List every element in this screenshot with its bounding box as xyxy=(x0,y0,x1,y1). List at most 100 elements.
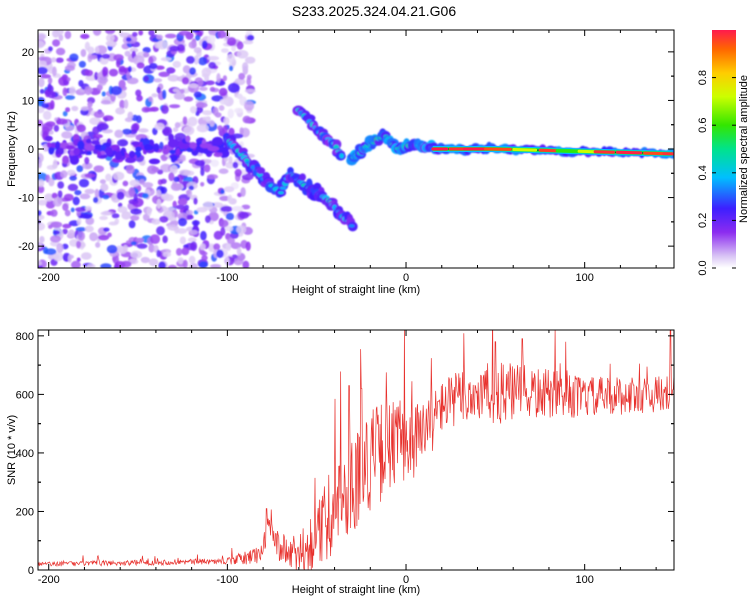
carrier-core-segment xyxy=(555,149,580,153)
noise-blob xyxy=(234,168,242,177)
noise-blob xyxy=(101,53,111,59)
noise-blob xyxy=(117,206,128,214)
noise-blob xyxy=(80,106,89,111)
noise-blob xyxy=(205,215,211,223)
noise-blob xyxy=(78,60,86,68)
noise-blob xyxy=(135,237,145,243)
noise-blob xyxy=(44,248,57,255)
noise-blob xyxy=(71,260,81,268)
descending-track xyxy=(299,173,306,181)
noise-blob xyxy=(122,128,132,135)
noise-blob xyxy=(135,89,142,97)
snr-ytick-label: 400 xyxy=(16,448,34,460)
noise-blob xyxy=(159,141,164,151)
noise-blob xyxy=(85,217,95,225)
noise-blob xyxy=(94,72,99,81)
noise-blob xyxy=(136,243,148,249)
noise-blob xyxy=(242,260,250,268)
noise-blob xyxy=(97,123,109,131)
noise-blob xyxy=(158,71,170,78)
noise-blob xyxy=(156,40,168,50)
noise-blob xyxy=(112,255,117,262)
noise-blob xyxy=(101,91,106,97)
noise-blob xyxy=(69,53,79,62)
noise-blob xyxy=(130,241,137,246)
noise-blob xyxy=(124,50,131,57)
snr-ylabel: SNR (10 * v/v) xyxy=(6,415,18,485)
noise-blob xyxy=(206,174,219,180)
noise-blob xyxy=(128,150,136,158)
noise-blob xyxy=(143,52,150,58)
noise-blob xyxy=(148,258,159,267)
noise-blob xyxy=(208,211,219,222)
noise-blob xyxy=(218,168,229,174)
noise-blob xyxy=(188,185,194,191)
noise-blob xyxy=(200,168,205,176)
noise-blob xyxy=(242,62,249,72)
noise-blob xyxy=(62,87,68,97)
noise-blob xyxy=(147,165,158,175)
noise-blob xyxy=(143,107,156,112)
noise-blob xyxy=(173,176,180,183)
noise-blob xyxy=(194,142,202,149)
noise-blob xyxy=(176,90,181,99)
colorbar-tick-label: 0.2 xyxy=(697,213,709,228)
noise-blob xyxy=(170,155,178,162)
noise-blob xyxy=(76,124,86,133)
noise-blob xyxy=(69,175,77,181)
noise-blob xyxy=(87,101,93,108)
noise-blob xyxy=(231,206,244,212)
noise-blob xyxy=(220,206,233,213)
noise-blob xyxy=(60,170,68,179)
noise-blob xyxy=(64,30,72,40)
noise-blob xyxy=(46,142,52,148)
noise-blob xyxy=(187,116,198,127)
noise-blob xyxy=(127,66,132,73)
noise-blob xyxy=(86,150,92,156)
noise-blob xyxy=(179,169,191,176)
noise-blob xyxy=(67,254,72,263)
noise-blob xyxy=(177,212,189,220)
noise-blob xyxy=(99,215,108,221)
noise-blob xyxy=(77,231,86,241)
noise-blob xyxy=(114,151,123,161)
noise-blob xyxy=(84,188,95,195)
colorbar-tick-label: 0.4 xyxy=(697,165,709,180)
snr-ytick-label: 0 xyxy=(28,565,34,577)
noise-blob xyxy=(128,220,136,229)
noise-blob xyxy=(64,209,71,217)
noise-blob xyxy=(66,77,71,82)
noise-blob xyxy=(67,183,79,191)
noise-blob xyxy=(105,173,112,182)
noise-blob xyxy=(212,106,219,116)
spectrogram-ytick-label: 10 xyxy=(22,95,34,107)
noise-blob xyxy=(52,66,57,77)
noise-blob xyxy=(228,127,235,136)
noise-blob xyxy=(38,179,45,188)
noise-blob xyxy=(201,255,208,261)
noise-blob xyxy=(51,192,58,199)
noise-blob xyxy=(127,111,134,120)
spectrogram-heatmap xyxy=(38,30,674,268)
noise-blob xyxy=(140,256,150,264)
noise-blob xyxy=(182,116,188,125)
noise-blob xyxy=(122,180,129,187)
noise-blob xyxy=(40,74,52,79)
noise-blob xyxy=(76,240,82,248)
noise-blob xyxy=(84,173,96,178)
noise-blob xyxy=(225,225,233,232)
noise-blob xyxy=(76,217,82,226)
noise-blob xyxy=(218,105,225,111)
snr-axes: -200 -100 0 100 0 200 400 600 800 xyxy=(16,330,674,586)
noise-blob xyxy=(166,67,176,74)
noise-blob xyxy=(160,178,167,184)
upper-branch-track xyxy=(304,114,316,122)
noise-blob xyxy=(142,182,154,188)
spectrogram-xtick-label: -200 xyxy=(38,272,60,284)
descending-track xyxy=(278,191,284,195)
noise-blob xyxy=(190,241,198,252)
noise-blob xyxy=(245,241,251,251)
noise-blob xyxy=(65,95,76,100)
noise-blob xyxy=(193,197,198,205)
noise-blob xyxy=(168,172,175,182)
